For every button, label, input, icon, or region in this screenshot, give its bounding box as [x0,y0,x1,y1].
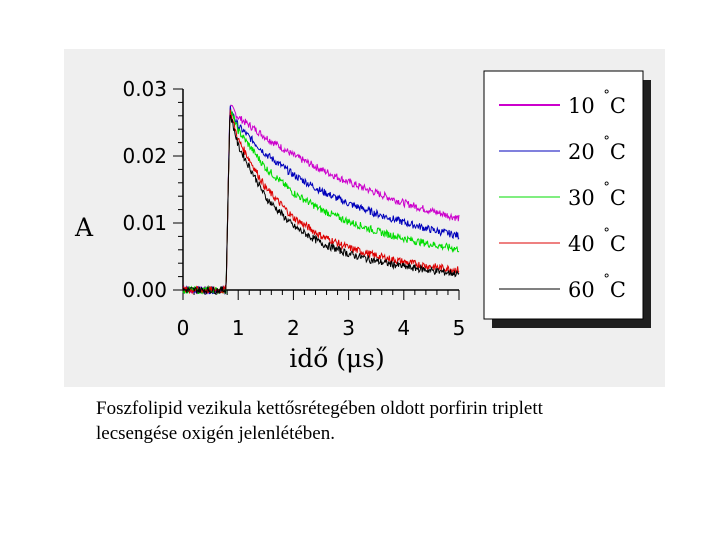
y-tick-label: 0.02 [122,144,167,168]
caption-line-1: Foszfolipid vezikula kettősrétegében old… [96,398,543,419]
figure-caption: Foszfolipid vezikula kettősrétegében old… [96,396,696,446]
y-axis-ticks: 0.00 0.01 0.02 0.03 [122,77,183,302]
x-axis-title: idő (μs) [289,344,385,373]
x-axis-ticks: 0 1 2 3 4 5 [177,290,466,340]
x-tick-label: 0 [177,316,190,340]
series-line-60 [182,114,460,295]
x-tick-label: 1 [232,316,245,340]
y-tick-label: 0.00 [122,278,167,302]
legend-box [483,70,644,320]
plot-area: 0.00 0.01 0.02 0.03 0 1 2 3 4 5 [122,77,465,340]
x-tick-label: 2 [287,316,300,340]
legend: 10 °C20 °C30 °C40 °C60 °C [483,70,651,328]
y-tick-label: 0.01 [122,211,167,235]
x-tick-label: 4 [397,316,410,340]
caption-line-2: lecsengése oxigén jelenlétében. [96,423,335,444]
x-tick-label: 3 [342,316,355,340]
x-tick-label: 5 [453,316,466,340]
y-axis-title: A [74,213,94,242]
y-tick-label: 0.03 [122,77,167,101]
series-lines [182,104,460,295]
